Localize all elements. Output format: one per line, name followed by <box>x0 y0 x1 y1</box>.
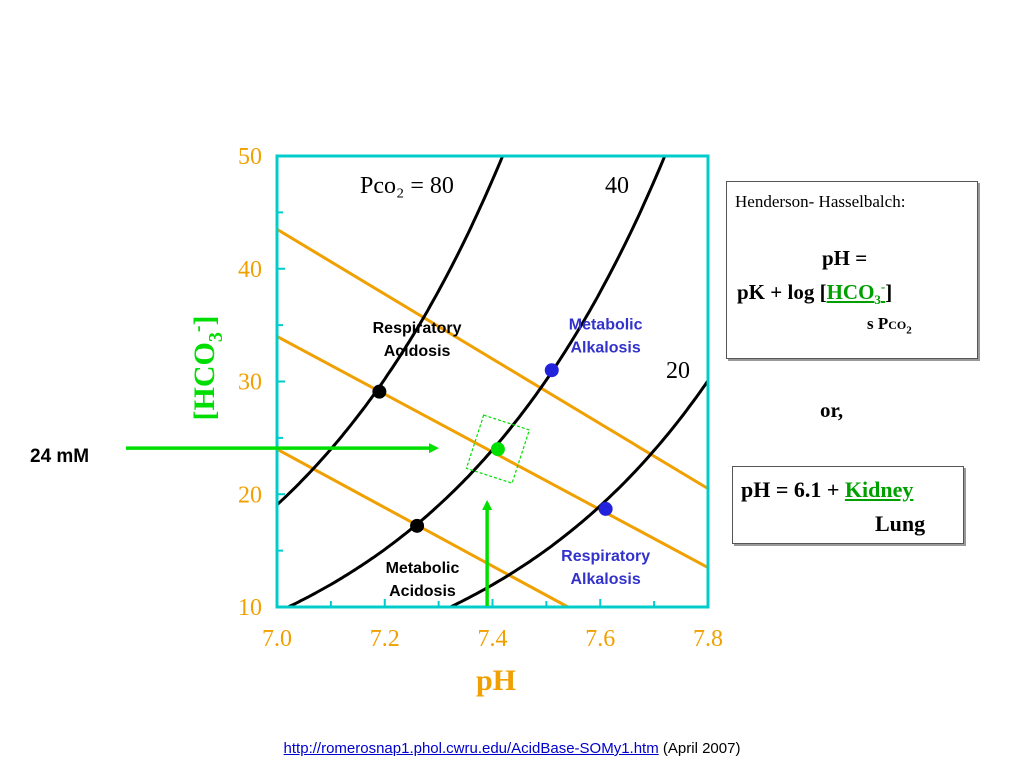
plot-area <box>277 156 708 607</box>
source-link[interactable]: http://romerosnap1.phol.cwru.edu/AcidBas… <box>283 740 659 757</box>
kidney-lung-box: pH = 6.1 + Kidney Lung <box>732 466 964 544</box>
kl-line1-prefix: pH = 6.1 + <box>741 477 845 502</box>
hh-line2-suffix: ] <box>885 280 893 304</box>
y-tick-label-2: 20 <box>238 482 262 508</box>
region-label-line2: Acidosis <box>384 343 451 360</box>
region-label-3: Metabolic Acidosis <box>386 560 460 600</box>
y-axis-label-close: ] <box>188 316 221 326</box>
pco2-curve-20 <box>446 379 708 607</box>
plot-frame <box>275 154 710 609</box>
x-axis-label: pH <box>476 664 516 697</box>
pco2-label-value: 40 <box>605 173 629 199</box>
hh-bicarbonate-sub: 3 <box>874 292 881 308</box>
hh-line3-prefix: s P <box>867 314 889 333</box>
region-label-line1: Metabolic <box>569 317 643 334</box>
y-tick-label-3: 30 <box>238 370 262 396</box>
y-axis-label-sup: - <box>187 326 209 333</box>
x-tick-label-4: 7.6 <box>585 626 615 652</box>
region-label-2: Metabolic Alkalosis <box>569 317 643 357</box>
data-point-3 <box>490 442 505 457</box>
annotation-label: 24 mM <box>30 446 89 467</box>
hh-line3-co: co <box>888 314 907 333</box>
henderson-hasselbalch-box: Henderson- Hasselbalch: pH = pK + log [H… <box>726 181 978 359</box>
data-point-1 <box>372 384 387 399</box>
y-axis-label-sub: 3 <box>205 332 227 342</box>
data-point-4 <box>544 363 559 378</box>
region-label-line1: Respiratory <box>373 320 462 337</box>
y-tick-label-5: 50 <box>238 144 262 170</box>
region-label-1: Respiratory Acidosis <box>373 320 462 360</box>
hh-line3-sub: 2 <box>906 324 912 337</box>
footer-citation: http://romerosnap1.phol.cwru.edu/AcidBas… <box>0 740 1024 757</box>
hh-title: Henderson- Hasselbalch: <box>735 192 906 211</box>
hh-line3: s Pco2 <box>867 314 912 336</box>
hh-bicarbonate-text: HCO <box>826 280 875 304</box>
y-axis-label-text: [HCO <box>188 342 221 420</box>
data-point-2 <box>410 518 425 533</box>
x-tick-label-2: 7.2 <box>370 626 400 652</box>
pco2-curve-80 <box>277 156 505 506</box>
normal-zone-box <box>465 414 531 484</box>
region-label-4: Respiratory Alkalosis <box>561 548 650 588</box>
region-label-line2: Alkalosis <box>571 571 641 588</box>
region-label-line1: Respiratory <box>561 548 650 565</box>
y-tick-label-4: 40 <box>238 257 262 283</box>
region-label-line1: Metabolic <box>386 560 460 577</box>
x-tick-label-1: 7.0 <box>262 626 292 652</box>
y-tick-label-1: 10 <box>238 595 262 621</box>
buffer-line-1 <box>277 228 708 490</box>
pco2-label-40: 40 <box>605 173 629 199</box>
x-tick-label-3: 7.4 <box>478 626 508 652</box>
pco2-label-value: 20 <box>666 358 690 384</box>
pco2-label-20: 20 <box>666 358 690 384</box>
y-axis-label: [HCO3-] <box>187 316 227 421</box>
hh-bicarbonate-sup: - <box>880 279 886 294</box>
kl-kidney: Kidney <box>844 477 914 502</box>
hh-line2: pK + log [HCO3-] <box>737 279 892 308</box>
region-label-line2: Acidosis <box>389 583 456 600</box>
hh-line2-prefix: pK + log [ <box>737 280 827 304</box>
hh-bicarbonate: HCO3- <box>826 279 886 308</box>
hh-line1: pH = <box>822 246 868 270</box>
footer-date: (April 2007) <box>658 740 741 757</box>
pco2-curve-40 <box>284 156 667 607</box>
kl-line1: pH = 6.1 + Kidney <box>741 477 913 503</box>
or-text: or, <box>820 398 844 422</box>
pco2-label-prefix: Pco₂ = <box>360 173 430 199</box>
data-point-5 <box>598 501 613 516</box>
kl-lung: Lung <box>875 511 926 536</box>
x-tick-label-5: 7.8 <box>693 626 723 652</box>
pco2-label-80: Pco₂ = 80 <box>360 173 454 199</box>
pco2-label-value: 80 <box>430 173 454 199</box>
region-label-line2: Alkalosis <box>571 340 641 357</box>
